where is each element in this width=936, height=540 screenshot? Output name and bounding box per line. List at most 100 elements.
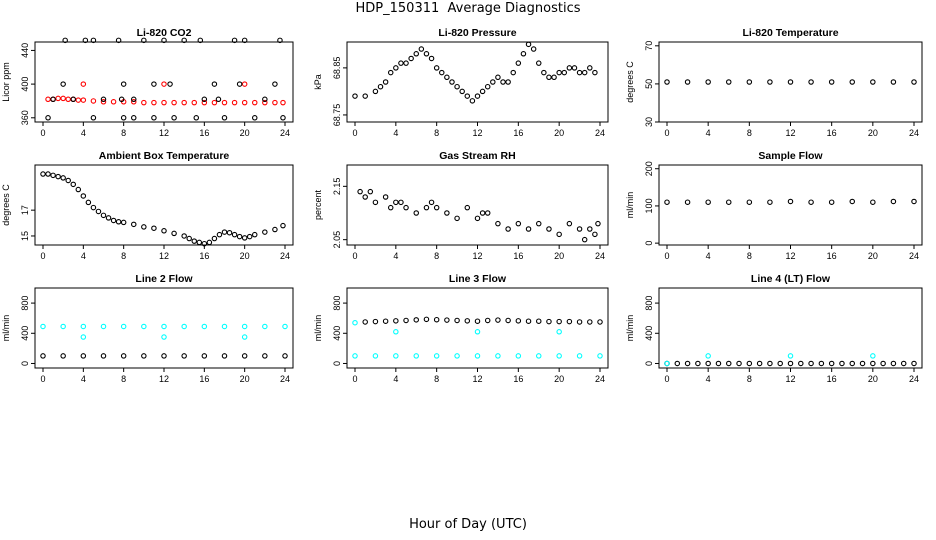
data-point: [120, 81, 127, 87]
data-point: [131, 115, 137, 121]
data-point: [197, 37, 204, 44]
x-tick-label: 16: [827, 251, 837, 261]
data-point: [551, 74, 557, 81]
data-point: [664, 360, 670, 367]
data-point: [787, 353, 794, 359]
data-point: [398, 199, 404, 206]
x-tick-label: 20: [554, 128, 564, 138]
data-point: [849, 198, 855, 205]
data-point: [141, 323, 147, 330]
data-point: [100, 323, 107, 330]
data-point: [546, 226, 552, 232]
data-point: [262, 229, 268, 235]
data-point: [715, 360, 722, 367]
data-point: [439, 69, 445, 76]
data-point: [444, 74, 450, 81]
y-tick-label: 400: [332, 326, 342, 341]
x-tick-label: 4: [393, 128, 398, 138]
data-point: [454, 83, 460, 90]
data-point: [231, 231, 238, 238]
data-point: [120, 219, 127, 226]
chart-title: Sample Flow: [758, 150, 823, 162]
data-point: [393, 65, 399, 71]
x-tick-label: 12: [785, 374, 795, 384]
x-tick-label: 16: [513, 251, 523, 261]
y-axis-label: ml/min: [625, 315, 635, 342]
data-point: [787, 360, 794, 367]
data-point: [161, 228, 167, 234]
data-point: [725, 79, 732, 85]
plot-frame: [658, 287, 923, 369]
data-point: [808, 79, 814, 85]
data-point: [556, 353, 562, 359]
data-point: [798, 360, 804, 367]
data-point: [423, 316, 430, 323]
data-point: [746, 199, 753, 205]
data-point: [131, 99, 137, 105]
data-point: [241, 81, 248, 87]
x-tick-label: 8: [121, 251, 126, 261]
data-point: [80, 81, 87, 87]
data-point: [535, 220, 542, 227]
data-point: [515, 353, 522, 359]
series-cyan-outliers: [80, 334, 248, 340]
data-point: [870, 360, 876, 367]
data-point: [767, 79, 773, 85]
x-tick-label: 24: [595, 128, 605, 138]
data-point: [241, 353, 248, 359]
data-point: [393, 199, 399, 206]
y-tick-label: 400: [20, 77, 30, 92]
data-point: [818, 360, 825, 367]
data-point: [50, 172, 56, 179]
data-point: [592, 231, 598, 238]
data-point: [141, 353, 147, 359]
series-black: [40, 353, 288, 359]
data-point: [566, 220, 573, 227]
data-point: [167, 81, 173, 87]
data-point: [80, 323, 87, 330]
x-tick-label: 24: [280, 374, 290, 384]
x-tick-label: 12: [472, 128, 482, 138]
data-point: [186, 235, 192, 242]
data-point: [428, 55, 435, 62]
data-point: [695, 360, 701, 367]
data-point: [55, 173, 61, 180]
data-point: [80, 97, 87, 103]
data-point: [474, 93, 481, 99]
y-tick-label: 100: [644, 198, 654, 213]
data-point: [221, 353, 228, 359]
y-tick-label: 70: [644, 41, 654, 51]
data-point: [382, 194, 389, 200]
x-tick-label: 12: [472, 251, 482, 261]
data-point: [444, 317, 450, 323]
data-point: [413, 317, 419, 323]
data-point: [45, 96, 51, 103]
data-point: [880, 360, 886, 367]
data-point: [362, 194, 368, 200]
data-point: [372, 353, 379, 359]
data-point: [241, 235, 248, 241]
data-point: [684, 79, 691, 85]
chart-panel-4: Ambient Box Temperature degrees C 0 4 8 12 16 2…: [1, 150, 294, 261]
data-point: [808, 360, 814, 367]
data-point: [911, 79, 917, 85]
data-point: [367, 188, 374, 195]
data-point: [211, 99, 218, 106]
chart-panel-6: Sample Flow ml/min 0 4 8 12 16 20 24 0 100 200: [625, 150, 923, 261]
x-tick-label: 0: [40, 251, 45, 261]
data-point: [556, 318, 562, 325]
data-point: [221, 99, 228, 106]
data-point: [262, 323, 268, 330]
data-point: [236, 233, 243, 240]
x-tick-label: 8: [434, 374, 439, 384]
data-point: [705, 360, 711, 367]
data-point: [787, 198, 794, 205]
data-point: [60, 353, 66, 359]
data-point: [382, 318, 389, 324]
data-point: [80, 334, 87, 340]
data-point: [110, 217, 117, 224]
data-point: [241, 334, 248, 340]
x-tick-label: 4: [81, 374, 86, 384]
data-point: [70, 181, 77, 188]
